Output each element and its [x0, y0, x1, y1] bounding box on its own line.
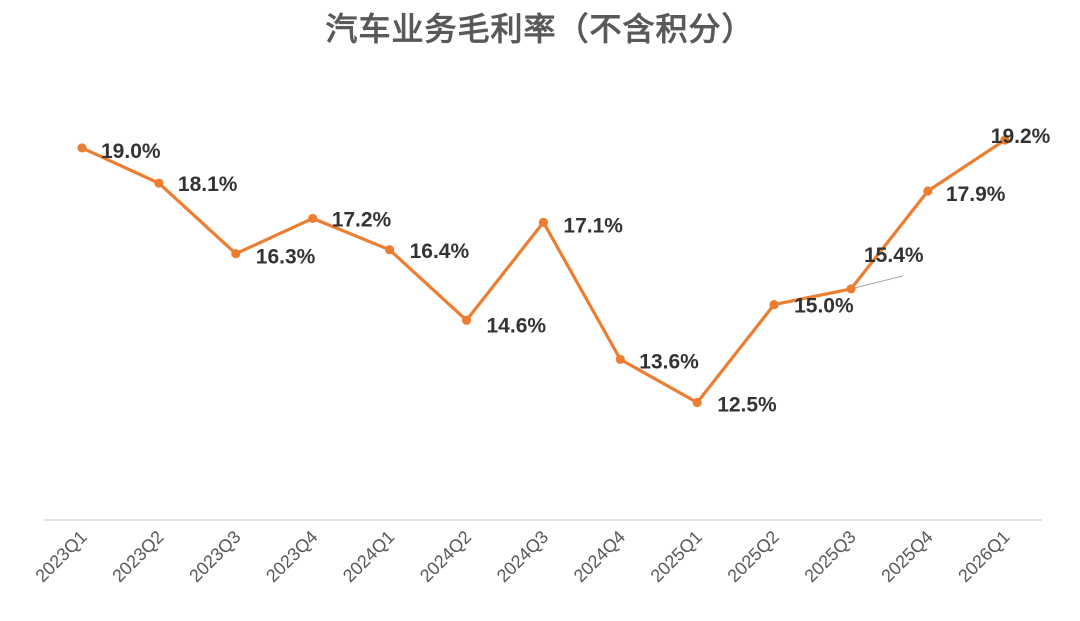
data-point — [692, 397, 702, 408]
x-tick-label: 2025Q4 — [877, 527, 936, 586]
chart-title: 汽车业务毛利率（不含积分） — [325, 10, 755, 48]
data-point — [615, 354, 625, 365]
x-tick-label: 2024Q3 — [493, 527, 552, 586]
data-point — [77, 143, 87, 153]
data-labels: 19.0% 18.1% 16.3% 17.2% 16.4% 14.6% 17.1% 13.6%… — [101, 125, 1051, 416]
data-label: 19.0% — [101, 140, 161, 163]
data-label: 17.1% — [563, 214, 623, 237]
x-tick-label: 2025Q2 — [723, 527, 782, 586]
x-tick-label: 2024Q4 — [570, 527, 629, 586]
leader-lines — [850, 275, 904, 290]
data-label: 16.4% — [410, 240, 470, 263]
data-label: 12.5% — [717, 394, 777, 417]
data-label: 14.6% — [487, 314, 547, 337]
data-point — [308, 213, 318, 224]
data-point — [846, 284, 856, 294]
x-tick-label: 2024Q2 — [416, 527, 475, 586]
x-tick-label: 2023Q1 — [31, 527, 90, 586]
data-point — [461, 315, 472, 325]
data-label: 16.3% — [256, 246, 316, 269]
data-point — [923, 186, 933, 196]
data-label: 17.2% — [332, 208, 392, 231]
x-tick-label: 2023Q3 — [185, 527, 244, 586]
x-tick-label: 2025Q3 — [800, 527, 859, 586]
data-points — [77, 135, 1010, 408]
data-label: 15.0% — [794, 295, 854, 318]
x-tick-label: 2024Q1 — [339, 527, 398, 586]
data-point — [1000, 135, 1010, 145]
data-point — [231, 249, 241, 259]
data-label: 13.6% — [639, 350, 699, 373]
leader-line — [850, 275, 904, 290]
x-tick-label: 2025Q1 — [647, 527, 706, 586]
data-label: 18.1% — [178, 173, 238, 196]
x-tick-label: 2026Q1 — [954, 527, 1013, 586]
data-point — [154, 178, 164, 188]
data-label: 19.2% — [991, 125, 1051, 148]
data-point — [538, 217, 549, 227]
data-label: 17.9% — [946, 183, 1006, 206]
x-tick-labels: 2023Q1 2023Q2 2023Q3 2023Q4 2024Q1 2024Q2 2024… — [31, 527, 1013, 586]
x-tick-label: 2023Q2 — [108, 527, 167, 586]
x-tick-label: 2023Q4 — [262, 527, 321, 586]
data-point — [769, 299, 779, 310]
data-label: 15.4% — [864, 244, 924, 267]
data-point — [385, 245, 395, 255]
